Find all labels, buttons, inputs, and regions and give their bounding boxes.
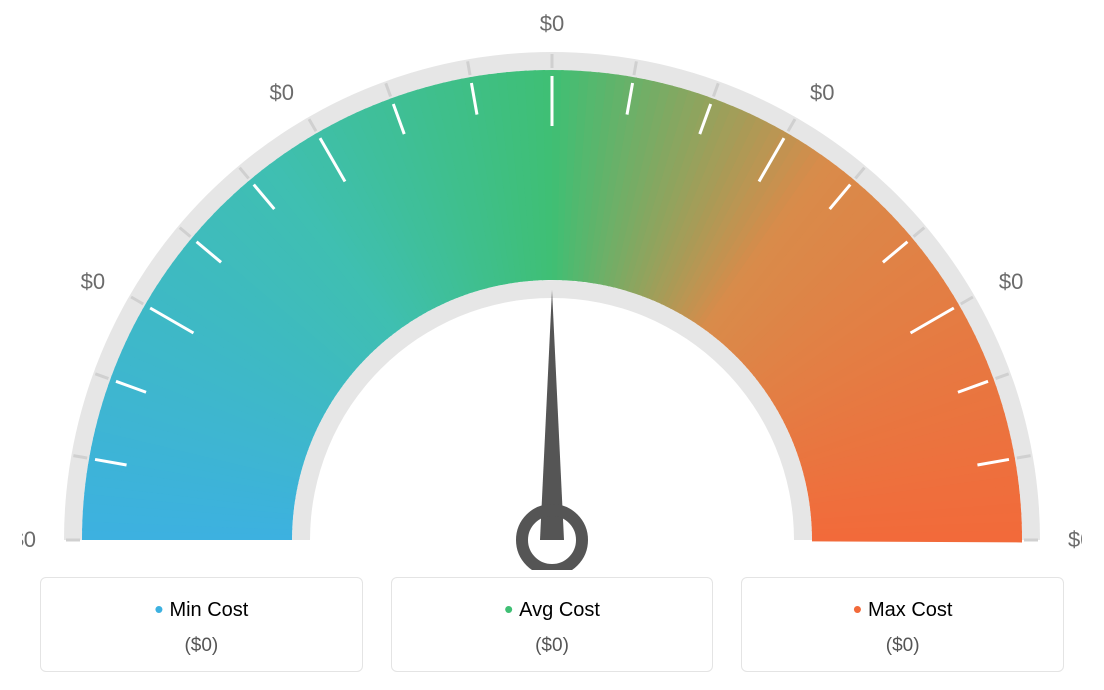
gauge-tick-label: $0: [270, 80, 294, 105]
gauge-tick-label: $0: [540, 11, 564, 36]
gauge-chart: $0 $0 $0 $0 $0 $0 $0: [22, 10, 1082, 570]
legend-card-avg: • Avg Cost ($0): [391, 577, 714, 672]
legend-card-min: • Min Cost ($0): [40, 577, 363, 672]
legend-title-min: • Min Cost: [51, 594, 352, 625]
legend-row: • Min Cost ($0) • Avg Cost ($0) • Max Cost …: [40, 577, 1064, 672]
gauge-tick-label: $0: [999, 269, 1023, 294]
legend-value-avg: ($0): [402, 635, 703, 657]
legend-label-avg: Avg Cost: [519, 599, 600, 621]
legend-label-min: Min Cost: [169, 599, 248, 621]
legend-value-min: ($0): [51, 635, 352, 657]
legend-dot-avg: •: [504, 594, 513, 624]
gauge-tick-label: $0: [810, 80, 834, 105]
legend-dot-max: •: [853, 594, 862, 624]
gauge-tick-label: $0: [1068, 527, 1082, 552]
legend-value-max: ($0): [752, 635, 1053, 657]
gauge-needle: [540, 290, 564, 540]
gauge-svg: $0 $0 $0 $0 $0 $0 $0: [22, 10, 1082, 570]
legend-title-max: • Max Cost: [752, 594, 1053, 625]
gauge-tick-label: $0: [22, 527, 36, 552]
legend-label-max: Max Cost: [868, 599, 952, 621]
legend-dot-min: •: [154, 594, 163, 624]
legend-card-max: • Max Cost ($0): [741, 577, 1064, 672]
gauge-tick-label: $0: [81, 269, 105, 294]
legend-title-avg: • Avg Cost: [402, 594, 703, 625]
